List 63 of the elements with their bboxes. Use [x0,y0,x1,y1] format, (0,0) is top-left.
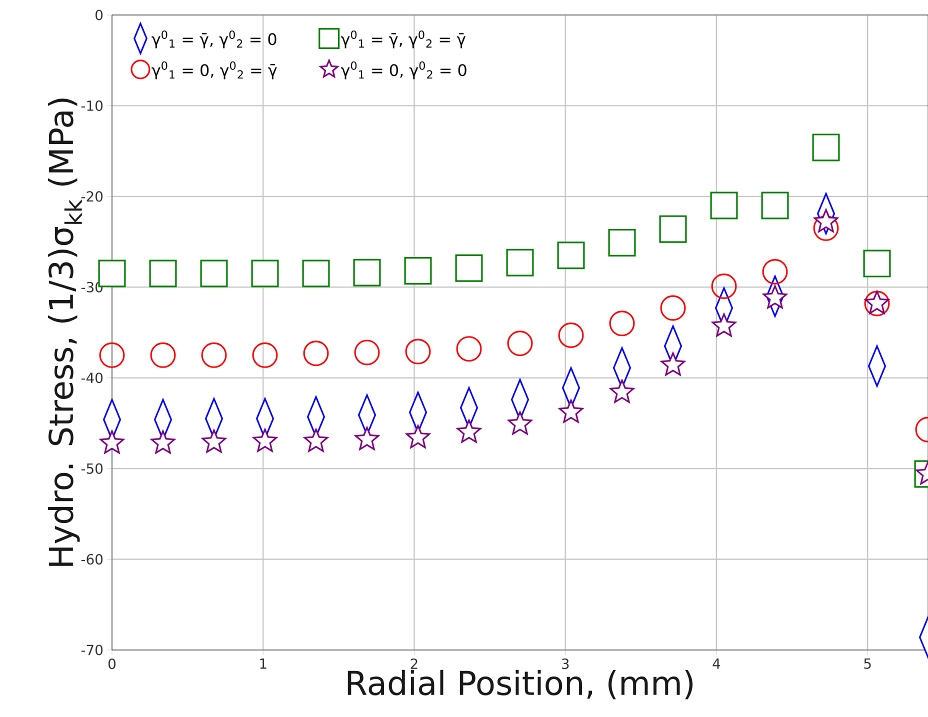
y-axis-title: Hydro. Stress, (1/3)σ$_{kk}$ (MPa) [48,98,82,566]
y-tick-label: -10 [81,100,103,111]
point [304,428,328,452]
point [659,215,687,243]
y-tick-label: -60 [81,554,103,565]
legend-label: γ$^{0}$$_{1}$ = 0, γ$^{0}$$_{2}$ = 0 [341,61,466,80]
point [761,192,789,220]
point [302,260,330,288]
x-tick-label: 2 [410,658,418,669]
point [608,228,636,256]
point [814,209,838,232]
x-tick-label: 4 [712,658,720,669]
point [762,258,788,284]
point [711,273,737,299]
y-tick-label: -70 [81,644,103,656]
point [150,342,176,368]
point [762,285,788,308]
point [150,430,176,454]
point [456,420,482,443]
point [558,322,584,348]
point [404,257,432,285]
point [558,400,584,423]
point [812,134,840,162]
point [508,411,532,435]
point [609,310,635,336]
point [710,192,738,220]
y-tick-label: 0 [96,10,103,20]
legend-label: γ$^{0}$$_{1}$ = γ̄, γ$^{0}$$_{2}$ = 0 [152,30,276,48]
point [303,340,329,366]
x-tick-label: 3 [562,658,569,670]
point [456,336,482,362]
x-tick-label: 1 [260,658,266,669]
point [660,295,686,321]
point [405,338,431,364]
x-tick-label: 0 [108,658,116,670]
point [660,352,686,376]
point [354,340,380,366]
y-tick-label: -50 [81,463,103,474]
point [557,242,585,270]
point [712,313,736,337]
point [251,260,279,288]
point [201,342,227,368]
y-tick-label: -20 [81,191,103,202]
y-tick-label: -40 [81,372,103,384]
x-tick-label: 5 [864,658,871,669]
point [202,430,226,453]
point [610,380,634,403]
point [200,260,228,288]
point [354,426,380,450]
point [506,248,534,276]
point [252,428,278,452]
point [353,258,381,286]
point [99,342,125,368]
x-axis-title: Radial Position, (mm) [348,670,693,700]
point [507,330,533,356]
point [455,254,483,282]
legend-label: γ$^{0}$$_{1}$ = 0, γ$^{0}$$_{2}$ = γ̄ [152,61,277,80]
point [149,260,177,288]
point [863,250,891,278]
legend-label: γ$^{0}$$_{1}$ = γ̄, γ$^{0}$$_{2}$ = γ̄ [341,30,466,48]
point [406,424,430,448]
point [100,430,124,454]
point [252,342,278,368]
